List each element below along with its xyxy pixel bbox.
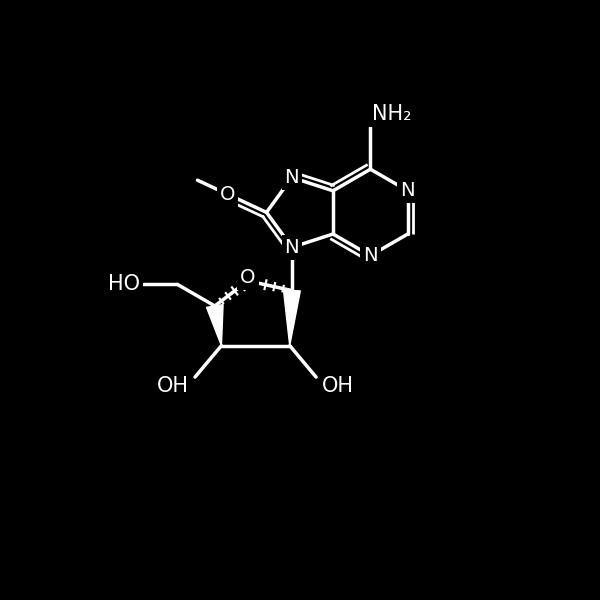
Polygon shape: [206, 305, 223, 346]
Text: N: N: [284, 238, 299, 257]
Text: NH₂: NH₂: [371, 104, 411, 124]
Text: OH: OH: [157, 376, 189, 396]
Text: N: N: [284, 168, 299, 187]
Text: O: O: [240, 268, 256, 287]
Text: HO: HO: [108, 274, 140, 295]
Text: N: N: [363, 246, 378, 265]
Text: N: N: [400, 181, 415, 200]
Polygon shape: [284, 290, 301, 346]
Text: O: O: [220, 185, 235, 203]
Text: OH: OH: [322, 376, 354, 396]
